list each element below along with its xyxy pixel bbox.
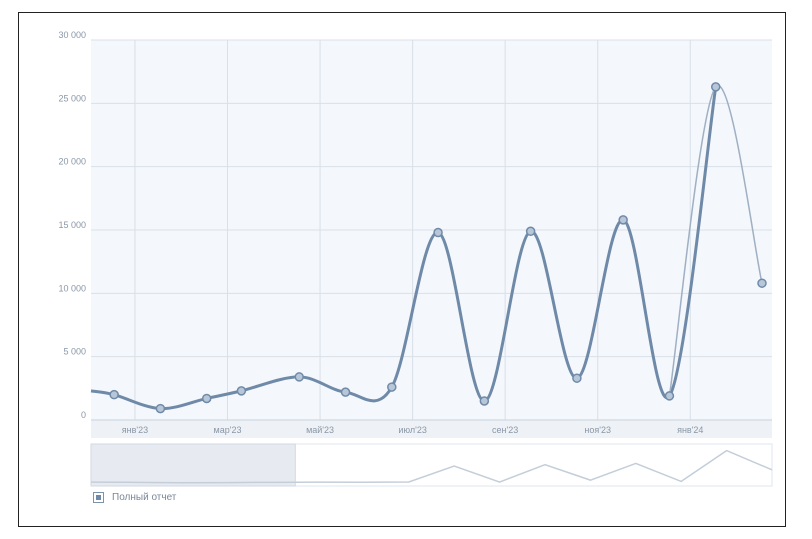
data-point[interactable]	[387, 382, 397, 392]
x-tick-label: сен'23	[492, 425, 518, 435]
y-tick-label: 20 000	[58, 157, 86, 167]
y-tick-label: 30 000	[58, 30, 86, 40]
x-axis-band	[91, 420, 772, 438]
y-tick-label: 15 000	[58, 220, 86, 230]
y-tick-label: 5 000	[63, 347, 86, 357]
data-point[interactable]	[618, 215, 628, 225]
legend-label: Полный отчет	[112, 492, 177, 503]
data-point[interactable]	[757, 278, 767, 288]
data-point[interactable]	[236, 386, 247, 396]
y-tick-label: 25 000	[58, 93, 86, 103]
y-tick-label: 0	[81, 410, 86, 420]
data-point[interactable]	[340, 387, 351, 397]
x-tick-label: май'23	[306, 425, 334, 435]
data-point[interactable]	[572, 373, 582, 383]
y-tick-label: 10 000	[58, 283, 86, 293]
x-tick-label: мар'23	[214, 425, 242, 435]
x-tick-label: ноя'23	[584, 425, 611, 435]
data-point[interactable]	[710, 82, 721, 92]
data-point[interactable]	[525, 226, 536, 237]
data-point[interactable]	[294, 372, 304, 382]
navigator-selection[interactable]	[90, 443, 296, 487]
legend[interactable]: Полный отчет	[93, 492, 176, 503]
x-tick-label: янв'24	[677, 425, 703, 435]
report-icon	[93, 492, 104, 503]
x-tick-label: июл'23	[398, 425, 427, 435]
x-tick-label: янв'23	[122, 425, 148, 435]
data-point[interactable]	[664, 391, 675, 401]
data-point[interactable]	[109, 389, 119, 400]
data-point[interactable]	[433, 227, 443, 238]
navigator-line	[90, 449, 773, 484]
data-point[interactable]	[479, 396, 490, 406]
data-point[interactable]	[201, 393, 212, 404]
data-point[interactable]	[155, 403, 166, 414]
